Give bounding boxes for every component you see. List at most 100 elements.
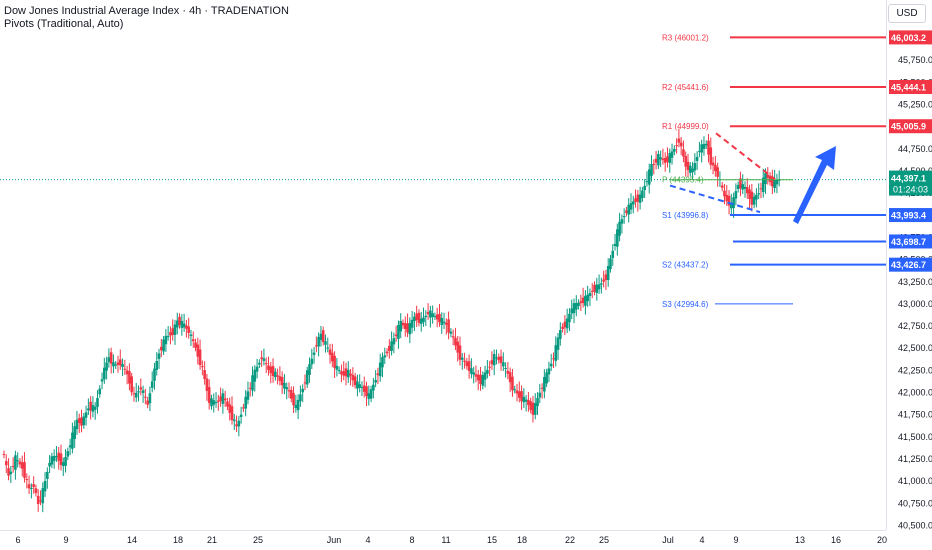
candle-body bbox=[467, 361, 471, 371]
candle-body bbox=[84, 412, 88, 418]
pivot-label-s1: S1 (43996.8) bbox=[662, 211, 709, 220]
candle-body bbox=[533, 403, 537, 415]
candle-body bbox=[543, 377, 546, 392]
candle-body bbox=[545, 372, 548, 384]
candle-body bbox=[182, 323, 186, 328]
candle-body bbox=[622, 216, 626, 218]
candle-body bbox=[417, 312, 421, 323]
x-tick-label: 15 bbox=[487, 535, 497, 545]
candle-body bbox=[23, 462, 26, 478]
candle-body bbox=[132, 393, 136, 395]
candle-body bbox=[235, 424, 238, 427]
candle-body bbox=[178, 316, 181, 326]
candle-body bbox=[515, 390, 519, 394]
candle-body bbox=[424, 315, 428, 318]
candle-body bbox=[114, 364, 118, 366]
candle-body bbox=[77, 418, 81, 424]
candle-body bbox=[134, 392, 138, 398]
candle-body bbox=[554, 345, 558, 361]
x-tick-label: 18 bbox=[517, 535, 527, 545]
candle-body bbox=[522, 396, 526, 403]
candle-body bbox=[153, 368, 156, 381]
candle-body bbox=[631, 201, 635, 205]
candle-body bbox=[524, 399, 528, 402]
candle-body bbox=[627, 204, 631, 215]
candle-body bbox=[775, 179, 779, 185]
candle-body bbox=[745, 187, 749, 194]
candle-body bbox=[228, 404, 232, 413]
candle-body bbox=[422, 317, 425, 323]
candle-body bbox=[641, 190, 644, 199]
candle-body bbox=[223, 398, 227, 401]
candle-body bbox=[372, 384, 375, 391]
candle-body bbox=[479, 374, 482, 384]
candle-body bbox=[647, 169, 651, 185]
y-tick-label: 42,500.0 bbox=[898, 343, 932, 353]
candle-body bbox=[663, 157, 667, 163]
candle-body bbox=[679, 142, 683, 147]
candle-body bbox=[419, 318, 423, 324]
candle-body bbox=[488, 366, 491, 368]
candle-body bbox=[538, 392, 542, 398]
candle-body bbox=[87, 408, 90, 411]
candle-body bbox=[30, 487, 33, 489]
candle-body bbox=[331, 352, 334, 362]
candle-body bbox=[392, 338, 396, 345]
candle-body bbox=[312, 352, 316, 355]
x-tick-label: 16 bbox=[831, 535, 841, 545]
candle-body bbox=[244, 396, 247, 409]
candle-body bbox=[91, 405, 95, 412]
candle-body bbox=[695, 156, 699, 161]
candle-body bbox=[262, 358, 266, 361]
candle-body bbox=[568, 313, 571, 323]
candle-body bbox=[495, 357, 498, 359]
time-axis-divider bbox=[0, 530, 886, 531]
candle-body bbox=[429, 310, 432, 318]
candle-body bbox=[255, 366, 259, 372]
candle-body bbox=[121, 364, 124, 368]
candle-body bbox=[711, 162, 715, 166]
candle-body bbox=[549, 363, 553, 367]
candle-body bbox=[36, 495, 40, 504]
candle-body bbox=[620, 219, 624, 224]
candle-body bbox=[32, 484, 35, 488]
candle-body bbox=[600, 283, 603, 285]
candle-body bbox=[394, 334, 398, 337]
candle-body bbox=[100, 379, 104, 382]
currency-button[interactable]: USD bbox=[888, 4, 926, 23]
candle-body bbox=[397, 325, 400, 339]
candle-body bbox=[431, 313, 434, 317]
candle-body bbox=[374, 380, 377, 383]
candle-body bbox=[157, 353, 161, 359]
candle-body bbox=[105, 362, 108, 371]
candle-body bbox=[759, 188, 763, 190]
x-tick-label: Jul bbox=[662, 535, 674, 545]
last-price-label: 44,397.1 bbox=[891, 174, 926, 184]
candle-body bbox=[547, 368, 551, 375]
candle-body bbox=[46, 471, 49, 479]
candle-body bbox=[572, 303, 576, 314]
candle-body bbox=[629, 203, 633, 210]
candle-body bbox=[258, 362, 261, 365]
candle-body bbox=[130, 376, 133, 393]
candle-body bbox=[406, 323, 409, 333]
price-badge bbox=[889, 234, 932, 249]
y-tick-label: 41,750.0 bbox=[898, 410, 932, 420]
y-tick-label: 40,750.0 bbox=[898, 498, 932, 508]
candle-body bbox=[335, 365, 339, 370]
candle-body bbox=[25, 479, 29, 481]
candle-body bbox=[251, 375, 254, 391]
candle-body bbox=[716, 167, 719, 177]
candle-body bbox=[638, 194, 642, 203]
candle-body bbox=[324, 341, 327, 345]
candle-body bbox=[141, 390, 145, 393]
candle-body bbox=[476, 374, 480, 381]
candle-body bbox=[280, 377, 284, 386]
candle-body bbox=[670, 151, 674, 158]
x-tick-label: 14 bbox=[127, 535, 137, 545]
candle-body bbox=[408, 323, 412, 335]
candle-body bbox=[730, 202, 733, 209]
x-tick-label: 4 bbox=[365, 535, 370, 545]
candle-body bbox=[55, 455, 58, 458]
